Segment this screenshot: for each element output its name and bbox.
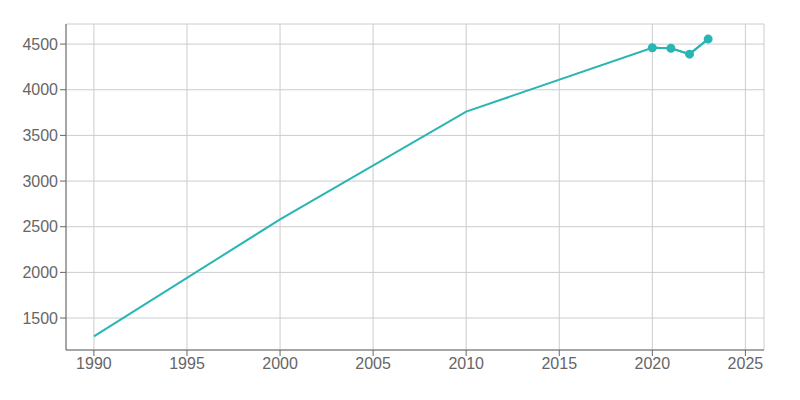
svg-text:1500: 1500 xyxy=(22,310,58,327)
svg-text:2025: 2025 xyxy=(728,355,764,372)
svg-text:2000: 2000 xyxy=(22,264,58,281)
svg-text:4000: 4000 xyxy=(22,81,58,98)
svg-text:1995: 1995 xyxy=(169,355,205,372)
svg-text:4500: 4500 xyxy=(22,36,58,53)
svg-text:2000: 2000 xyxy=(262,355,298,372)
svg-text:3000: 3000 xyxy=(22,173,58,190)
svg-text:2020: 2020 xyxy=(635,355,671,372)
svg-text:1990: 1990 xyxy=(76,355,112,372)
svg-text:2015: 2015 xyxy=(541,355,577,372)
svg-text:2005: 2005 xyxy=(355,355,391,372)
svg-text:2500: 2500 xyxy=(22,218,58,235)
svg-text:2010: 2010 xyxy=(448,355,484,372)
svg-text:3500: 3500 xyxy=(22,127,58,144)
